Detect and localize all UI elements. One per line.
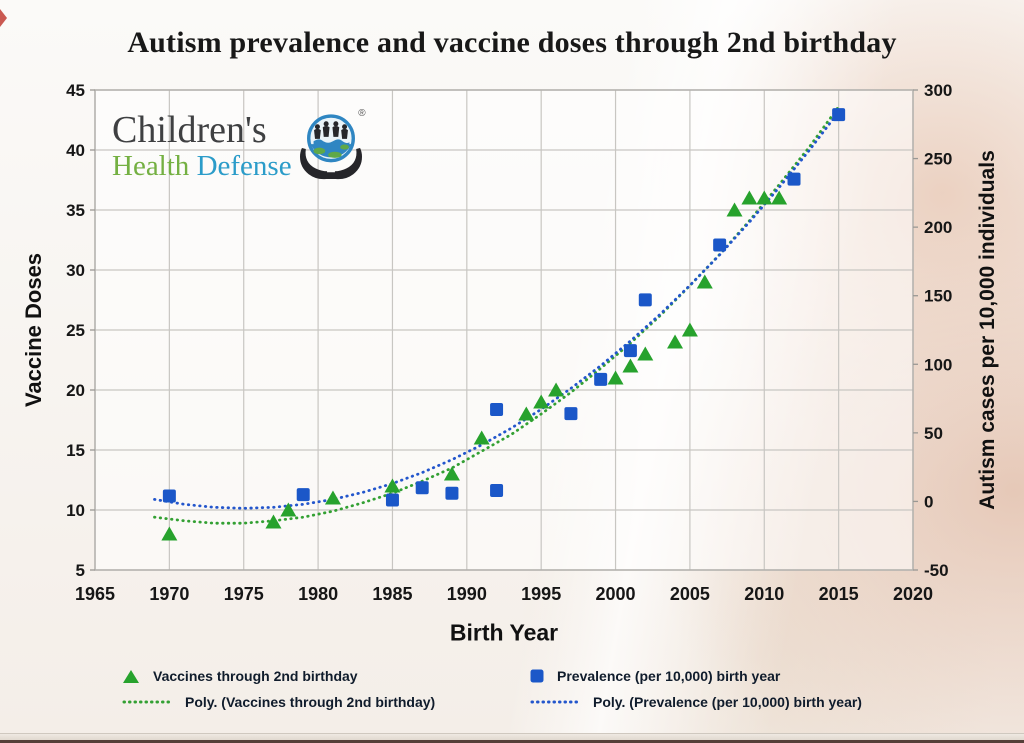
prevalence-data-point [490, 483, 504, 497]
vaccine-data-point [771, 190, 788, 205]
blue-dotted-line-icon [530, 700, 580, 704]
green-triangle-icon [123, 669, 139, 683]
y-axis-tick-label-left: 10 [66, 501, 85, 520]
y-axis-tick-label-right: 300 [924, 81, 952, 100]
blue-square-icon [530, 669, 544, 683]
logo-health-word: Health [112, 150, 190, 182]
vaccine-data-point [622, 358, 639, 373]
logo-childrens-text: Children's [112, 109, 267, 151]
y-axis-tick-label-left: 30 [66, 261, 85, 280]
x-axis-tick-label: 1990 [447, 584, 487, 604]
bottom-accent-bar [0, 740, 1024, 743]
legend-label: Poly. (Vaccines through 2nd birthday) [185, 694, 436, 710]
prevalence-data-point [385, 493, 399, 507]
logo-health-defense-text: Health Defense [112, 150, 292, 182]
prevalence-data-point [594, 372, 608, 386]
prevalence-data-point [832, 108, 846, 122]
vaccine-data-point [741, 190, 758, 205]
vaccine-data-point [533, 394, 550, 409]
prevalence-data-point [564, 407, 578, 421]
globe-in-hands-icon: ® [299, 108, 366, 191]
vaccine-data-point [518, 406, 535, 421]
prevalence-data-point [445, 486, 459, 500]
y-axis-title-right: Autism cases per 10,000 individuals [976, 150, 999, 510]
vaccine-data-point [548, 382, 565, 397]
y-axis-tick-label-left: 25 [66, 321, 85, 340]
y-axis-tick-label-right: 250 [924, 150, 952, 169]
legend-item-poly-vaccines: Poly. (Vaccines through 2nd birthday) [122, 694, 530, 710]
vaccine-data-point [473, 430, 490, 445]
red-corner-accent [0, 9, 7, 27]
x-axis-title: Birth Year [449, 619, 559, 646]
vaccine-data-point [726, 202, 743, 217]
y-axis-tick-label-left: 40 [66, 141, 85, 160]
vaccine-data-point [265, 514, 282, 529]
y-axis-tick-label-right: 0 [924, 492, 933, 511]
legend-label: Poly. (Prevalence (per 10,000) birth yea… [593, 694, 862, 710]
y-axis-tick-label-left: 15 [66, 441, 85, 460]
x-axis-tick-label: 1985 [372, 584, 412, 604]
x-axis-tick-label: 1970 [149, 584, 189, 604]
prevalence-data-point [415, 481, 429, 495]
vaccine-data-point [280, 502, 297, 517]
vaccine-data-point [681, 322, 698, 337]
y-axis-tick-label-right: 200 [924, 218, 952, 237]
vaccine-data-point [161, 526, 178, 541]
legend-label: Vaccines through 2nd birthday [153, 668, 358, 684]
prevalence-data-point [713, 238, 727, 252]
vaccine-data-point [667, 334, 684, 349]
x-axis-tick-label: 1975 [224, 584, 264, 604]
legend-item-vaccines: Vaccines through 2nd birthday [122, 668, 530, 684]
y-axis-title-left: Vaccine Doses [21, 252, 46, 408]
y-axis-tick-label-left: 5 [76, 561, 85, 580]
x-axis-tick-label: 1980 [298, 584, 338, 604]
vaccine-data-point [696, 274, 713, 289]
x-axis-tick-label: 1965 [75, 584, 115, 604]
chart-legend: Vaccines through 2nd birthday Prevalence… [122, 668, 990, 710]
y-axis-tick-label-right: 50 [924, 424, 943, 443]
x-axis-tick-label: 2005 [670, 584, 710, 604]
prevalence-data-point [162, 489, 176, 503]
chd-logo: Children's Health Defense [112, 108, 366, 191]
y-axis-tick-label-left: 35 [66, 201, 85, 220]
x-axis-tick-label: 2010 [744, 584, 784, 604]
x-axis-tick-label: 2020 [893, 584, 933, 604]
prevalence-data-point [623, 344, 637, 358]
y-axis-tick-label-left: 45 [66, 81, 85, 100]
x-axis-tick-label: 2000 [596, 584, 636, 604]
y-axis-tick-label-left: 20 [66, 381, 85, 400]
y-axis-tick-label-right: 150 [924, 287, 952, 306]
prevalence-data-point [296, 488, 310, 502]
y-axis-tick-label-right: -50 [924, 561, 949, 580]
bottom-strip [0, 733, 1024, 743]
logo-defense-word: Defense [196, 150, 292, 182]
chd-logo-text: Children's Health Defense [112, 110, 292, 182]
legend-item-poly-prevalence: Poly. (Prevalence (per 10,000) birth yea… [530, 694, 990, 710]
prevalence-data-point [490, 403, 504, 417]
green-dotted-line-icon [122, 700, 172, 704]
vaccine-data-point [637, 346, 654, 361]
prevalence-data-point [638, 293, 652, 307]
prevalence-data-point [787, 172, 801, 186]
chart-title: Autism prevalence and vaccine doses thro… [127, 26, 897, 59]
x-axis-tick-label: 2015 [819, 584, 859, 604]
registered-trademark-symbol: ® [358, 108, 366, 119]
vaccine-data-point [324, 490, 341, 505]
y-axis-tick-label-right: 100 [924, 355, 952, 374]
x-axis-tick-label: 1995 [521, 584, 561, 604]
vaccine-data-point [607, 370, 624, 385]
vaccine-data-point [384, 478, 401, 493]
vaccine-data-point [756, 190, 773, 205]
vaccine-data-point [443, 466, 460, 481]
legend-item-prevalence: Prevalence (per 10,000) birth year [530, 668, 990, 684]
legend-label: Prevalence (per 10,000) birth year [557, 668, 781, 684]
